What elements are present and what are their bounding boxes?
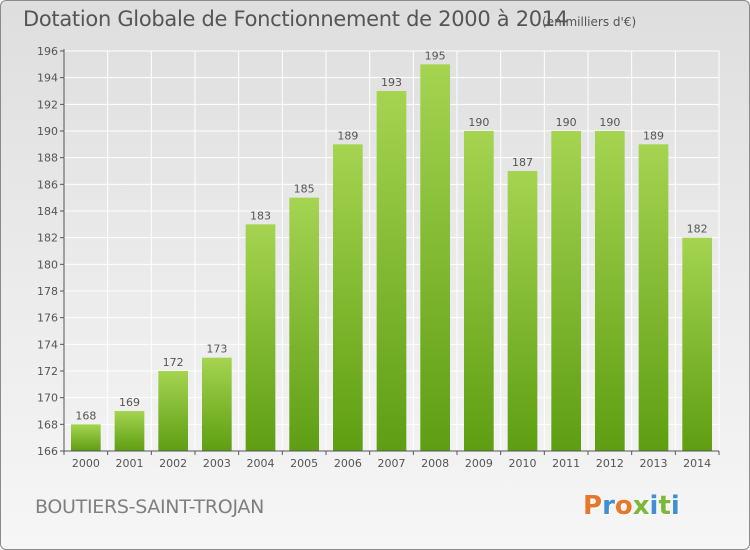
y-tick-label: 166 <box>37 445 58 458</box>
bar-value-label: 172 <box>163 356 184 369</box>
x-tick-label: 2009 <box>465 457 493 470</box>
bar-2006 <box>332 144 363 452</box>
logo-letter: t <box>658 491 671 521</box>
bar-2010 <box>507 171 538 451</box>
logo-letter: r <box>602 491 615 521</box>
y-tick-label: 182 <box>37 232 58 245</box>
y-tick-label: 170 <box>37 392 58 405</box>
bar-2007 <box>376 91 407 451</box>
y-tick-label: 186 <box>37 178 58 191</box>
bar-2002 <box>158 371 189 451</box>
proxiti-logo[interactable]: Proxiti <box>583 491 680 521</box>
bar-2009 <box>463 131 494 451</box>
labels: 166 168 170 172 174 176 178 180 182 184 186 188 190 1… <box>37 45 711 470</box>
x-tick-label: 2010 <box>509 457 537 470</box>
bar-2005 <box>289 197 320 451</box>
logo-letter: P <box>583 491 603 521</box>
bar-2000 <box>70 424 101 451</box>
y-tick-label: 174 <box>37 338 58 351</box>
x-tick-label: 2002 <box>159 457 187 470</box>
bar-value-label: 187 <box>512 156 533 169</box>
logo-letter: o <box>614 491 633 521</box>
bar-value-label: 190 <box>468 116 489 129</box>
x-tick-label: 2000 <box>72 457 100 470</box>
bar-value-label: 182 <box>687 223 708 236</box>
bar-2012 <box>594 131 625 451</box>
x-tick-label: 2005 <box>290 457 318 470</box>
bar-2014 <box>682 237 713 451</box>
x-tick-label: 2001 <box>116 457 144 470</box>
bar-value-label: 168 <box>75 409 96 422</box>
bars <box>70 64 713 452</box>
y-tick-label: 180 <box>37 258 58 271</box>
town-name: BOUTIERS-SAINT-TROJAN <box>35 496 265 518</box>
bar-2001 <box>114 411 145 451</box>
y-tick-label: 168 <box>37 418 58 431</box>
y-tick-label: 196 <box>37 45 58 58</box>
x-tick-label: 2007 <box>378 457 406 470</box>
y-tick-label: 188 <box>37 152 58 165</box>
x-tick-label: 2008 <box>421 457 449 470</box>
x-tick-label: 2012 <box>596 457 624 470</box>
x-tick-label: 2011 <box>552 457 580 470</box>
bar-value-label: 173 <box>206 343 227 356</box>
y-tick-label: 178 <box>37 285 58 298</box>
x-tick-label: 2013 <box>640 457 668 470</box>
logo-letter: i <box>649 491 659 521</box>
x-tick-label: 2006 <box>334 457 362 470</box>
bar-2003 <box>201 357 232 451</box>
logo-letter: x <box>632 491 650 521</box>
y-tick-label: 190 <box>37 125 58 138</box>
bar-2004 <box>245 224 276 451</box>
bar-2013 <box>638 144 669 452</box>
bar-value-label: 193 <box>381 76 402 89</box>
chart-title: Dotation Globale de Fonctionnement de 20… <box>23 7 568 31</box>
bar-value-label: 185 <box>294 183 315 196</box>
y-tick-label: 184 <box>37 205 58 218</box>
x-tick-label: 2014 <box>683 457 711 470</box>
bar-value-label: 195 <box>425 49 446 62</box>
y-tick-label: 176 <box>37 312 58 325</box>
bar-2008 <box>420 64 451 452</box>
logo-letter: i <box>670 491 680 521</box>
bar-value-label: 169 <box>119 396 140 409</box>
x-tick-label: 2003 <box>203 457 231 470</box>
x-tick-label: 2004 <box>247 457 275 470</box>
bar-value-label: 183 <box>250 209 271 222</box>
bar-value-label: 189 <box>643 129 664 142</box>
bar-2011 <box>551 131 582 451</box>
bar-value-label: 190 <box>599 116 620 129</box>
bar-value-label: 189 <box>337 129 358 142</box>
y-tick-label: 194 <box>37 72 58 85</box>
chart-unit: (en milliers d'€) <box>542 15 637 29</box>
axes <box>60 49 720 455</box>
y-tick-label: 192 <box>37 98 58 111</box>
y-tick-label: 172 <box>37 365 58 378</box>
bar-value-label: 190 <box>556 116 577 129</box>
